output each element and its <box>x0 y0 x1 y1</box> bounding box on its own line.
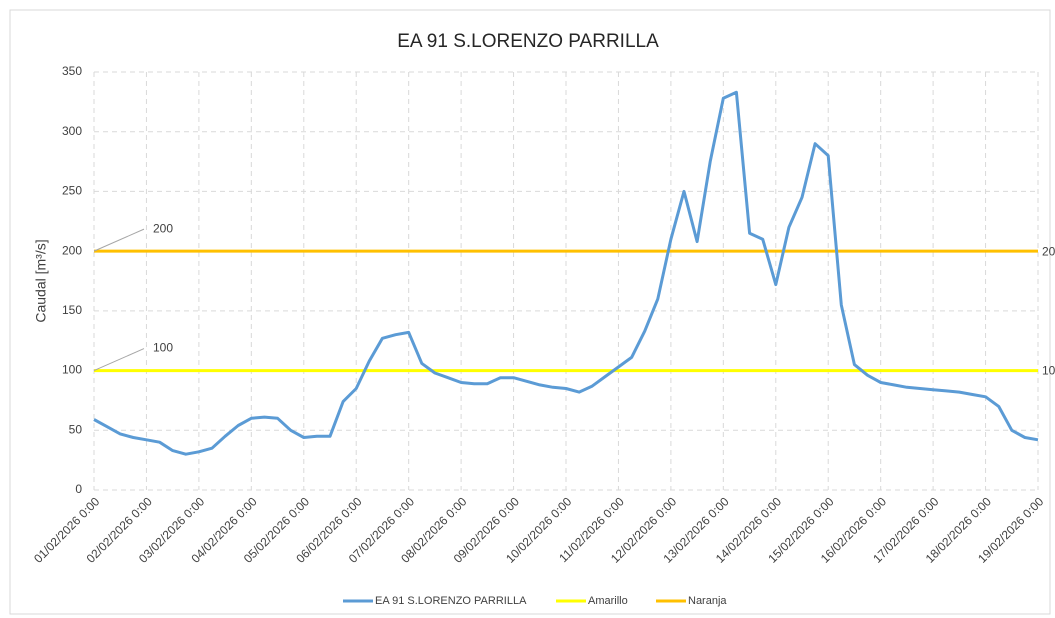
data-label: 200 <box>153 221 173 235</box>
data-label: 200 <box>1042 244 1055 258</box>
label-leader <box>93 348 145 372</box>
y-tick-label: 0 <box>75 482 82 496</box>
label-leader <box>93 228 145 252</box>
y-tick-label: 350 <box>62 64 82 78</box>
data-line <box>93 90 1039 456</box>
legend-label: Naranja <box>688 595 727 607</box>
y-tick-label: 100 <box>62 363 82 377</box>
y-tick-label: 150 <box>62 303 82 317</box>
y-tick-label: 50 <box>69 422 83 436</box>
y-axis-label: Caudal [m³/s] <box>33 239 49 322</box>
data-label: 100 <box>153 341 173 355</box>
chart-title: EA 91 S.LORENZO PARRILLA <box>397 31 659 52</box>
legend-label: Amarillo <box>588 595 628 607</box>
y-tick-label: 300 <box>62 124 82 138</box>
legend-label: EA 91 S.LORENZO PARRILLA <box>375 595 527 607</box>
y-tick-label: 250 <box>62 184 82 198</box>
data-label: 100 <box>1042 364 1055 378</box>
chart-frame <box>9 9 1051 615</box>
y-tick-label: 200 <box>62 243 82 257</box>
